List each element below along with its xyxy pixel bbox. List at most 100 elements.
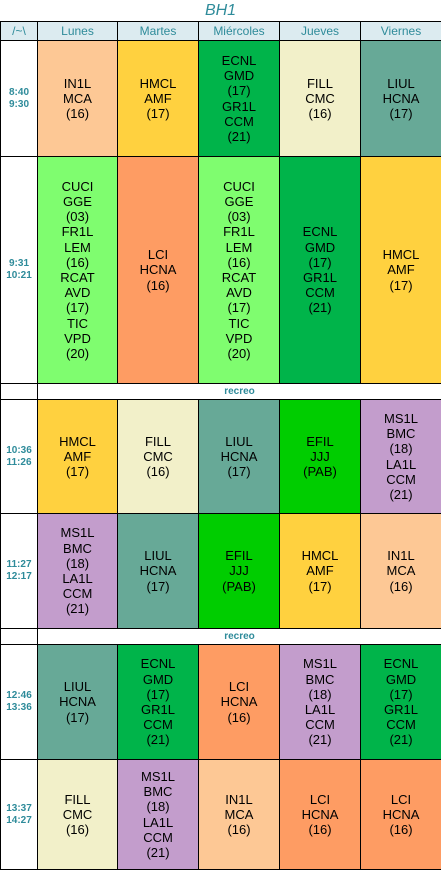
class-line: HCNA bbox=[301, 806, 339, 822]
class-line: GR1L bbox=[222, 98, 256, 114]
period-end: 10:21 bbox=[6, 270, 32, 281]
class-line: CCM bbox=[305, 717, 335, 733]
class-line: (21) bbox=[308, 300, 332, 316]
class-cell: LIUL HCNA (17) bbox=[117, 513, 199, 629]
class-line: IN1L bbox=[387, 548, 415, 564]
class-cell: HMCL AMF (17) bbox=[37, 399, 118, 514]
class-cell: IN1L MCA (16) bbox=[360, 513, 441, 629]
class-line: AMF bbox=[144, 90, 172, 106]
period-end: 12:17 bbox=[6, 571, 32, 582]
class-line: MS1L bbox=[141, 768, 175, 784]
timetable: /~\ Lunes Martes Miércoles Jueves Vierne… bbox=[0, 21, 441, 870]
class-line: MS1L bbox=[384, 410, 418, 426]
class-cell: LCI HCNA (16) bbox=[198, 644, 280, 760]
class-cell: MS1L BMC (18) LA1L CCM (21) bbox=[360, 399, 441, 514]
break-time-cell bbox=[0, 628, 38, 645]
period-time: 12:46 13:36 bbox=[0, 644, 38, 760]
class-line: (17) bbox=[389, 686, 413, 702]
day-header: Lunes bbox=[37, 21, 118, 41]
class-line: AVD bbox=[64, 285, 91, 301]
break-label: recreo bbox=[37, 383, 441, 400]
break-row: recreo bbox=[0, 628, 441, 645]
period-time: 10:36 11:26 bbox=[0, 399, 38, 514]
class-line: (16) bbox=[227, 822, 251, 838]
class-line: MS1L bbox=[303, 656, 337, 672]
class-cell: CUCI GGE (03) FR1L LEM (16) RCAT AVD (17) TIC VPD(… bbox=[37, 156, 118, 384]
class-line: (17) bbox=[146, 106, 170, 122]
class-line: AMF bbox=[387, 262, 415, 278]
break-time-cell bbox=[0, 383, 38, 400]
class-line: (21) bbox=[227, 128, 251, 144]
period-time: 8:40 9:30 bbox=[0, 40, 38, 157]
class-line: GMD bbox=[385, 671, 417, 687]
class-line: FILL bbox=[306, 75, 333, 91]
class-line: BMC bbox=[63, 540, 92, 556]
class-line: (18) bbox=[308, 686, 332, 702]
day-header: Miércoles bbox=[198, 21, 280, 41]
class-cell: MS1L BMC (18) LA1L CCM (21) bbox=[117, 759, 199, 870]
class-line: HCNA bbox=[382, 806, 420, 822]
class-line: LIUL bbox=[144, 548, 172, 564]
class-line: BMC bbox=[386, 426, 416, 442]
class-line: (16) bbox=[227, 709, 251, 725]
class-cell: FILL CMC (16) bbox=[117, 399, 199, 514]
class-line: GMD bbox=[223, 68, 255, 84]
class-line: GR1L bbox=[384, 702, 418, 717]
class-line: FR1L bbox=[61, 224, 94, 240]
class-line: (17) bbox=[146, 578, 170, 594]
class-cell: ECNL GMD (17) GR1L CCM (21) bbox=[360, 644, 441, 760]
class-line: MS1L bbox=[60, 525, 95, 541]
class-cell: LCI HCNA (16) bbox=[117, 156, 199, 384]
class-line: CCM bbox=[305, 285, 335, 301]
class-line: LCI bbox=[228, 679, 250, 695]
class-line: FR1L bbox=[223, 224, 255, 240]
class-line: ECNL bbox=[221, 52, 257, 68]
period-row: 11:27 12:17 MS1L BMC (18) LA1L CCM (21) LIUL HCNA… bbox=[0, 513, 441, 629]
class-line: AMF bbox=[63, 448, 92, 464]
class-line: HCNA bbox=[220, 448, 258, 464]
class-line: (21) bbox=[146, 844, 170, 860]
period-start: 13:37 bbox=[6, 802, 32, 814]
period-end: 9:30 bbox=[8, 98, 29, 110]
period-row: 13:37 14:27 FILL CMC (16) MS1L BMC (18) LA1L CCM(… bbox=[0, 759, 441, 870]
class-line: AVD bbox=[226, 285, 252, 301]
class-line: EFIL bbox=[306, 433, 334, 449]
class-line: RCAT bbox=[60, 270, 95, 285]
period-start: 10:36 bbox=[6, 444, 32, 456]
class-line: VPD bbox=[225, 330, 253, 346]
class-line: (21) bbox=[389, 486, 413, 502]
class-line: (17) bbox=[227, 464, 251, 480]
class-cell: IN1L MCA (16) bbox=[198, 759, 280, 870]
class-line: (17) bbox=[65, 300, 90, 316]
period-end: 13:36 bbox=[6, 702, 32, 713]
class-line: TIC bbox=[228, 315, 250, 331]
class-cell: MS1L BMC (18) LA1L CCM (21) bbox=[37, 513, 118, 629]
day-header: Jueves bbox=[279, 21, 361, 41]
class-line: (PAB) bbox=[303, 464, 337, 480]
class-line: MCA bbox=[63, 90, 92, 106]
class-cell: IN1L MCA (16) bbox=[37, 40, 118, 157]
class-line: CCM bbox=[224, 113, 254, 129]
class-line: (03) bbox=[65, 209, 90, 225]
class-line: HCNA bbox=[139, 262, 177, 278]
break-label: recreo bbox=[37, 628, 441, 645]
period-row: 10:36 11:26 HMCL AMF (17) FILL CMC (16) LIUL HCNA… bbox=[0, 399, 441, 514]
class-line: CCM bbox=[62, 586, 93, 602]
class-cell: ECNL GMD (17) GR1L CCM (21) bbox=[279, 156, 361, 384]
class-line: (21) bbox=[65, 601, 90, 617]
class-cell: CUCI GGE (03) FR1L LEM (16) RCAT AVD (17) TIC VPD(… bbox=[198, 156, 280, 384]
class-cell: EFIL JJJ (PAB) bbox=[279, 399, 361, 514]
class-cell: ECNL GMD (17) GR1L CCM (21) bbox=[117, 644, 199, 760]
class-line: BMC bbox=[305, 671, 335, 687]
class-line: (17) bbox=[227, 300, 251, 316]
period-start: 8:40 bbox=[8, 86, 29, 98]
class-line: (17) bbox=[227, 83, 251, 99]
class-line: LA1L bbox=[142, 814, 174, 830]
class-cell: MS1L BMC (18) LA1L CCM (21) bbox=[279, 644, 361, 760]
class-line: GR1L bbox=[303, 270, 337, 285]
class-line: (17) bbox=[389, 106, 413, 122]
period-row: 12:46 13:36 LIUL HCNA (17) ECNL GMD (17) GR1L CCM… bbox=[0, 644, 441, 760]
class-line: (03) bbox=[227, 209, 251, 225]
class-line: (20) bbox=[227, 346, 251, 362]
class-line: GMD bbox=[304, 239, 336, 255]
